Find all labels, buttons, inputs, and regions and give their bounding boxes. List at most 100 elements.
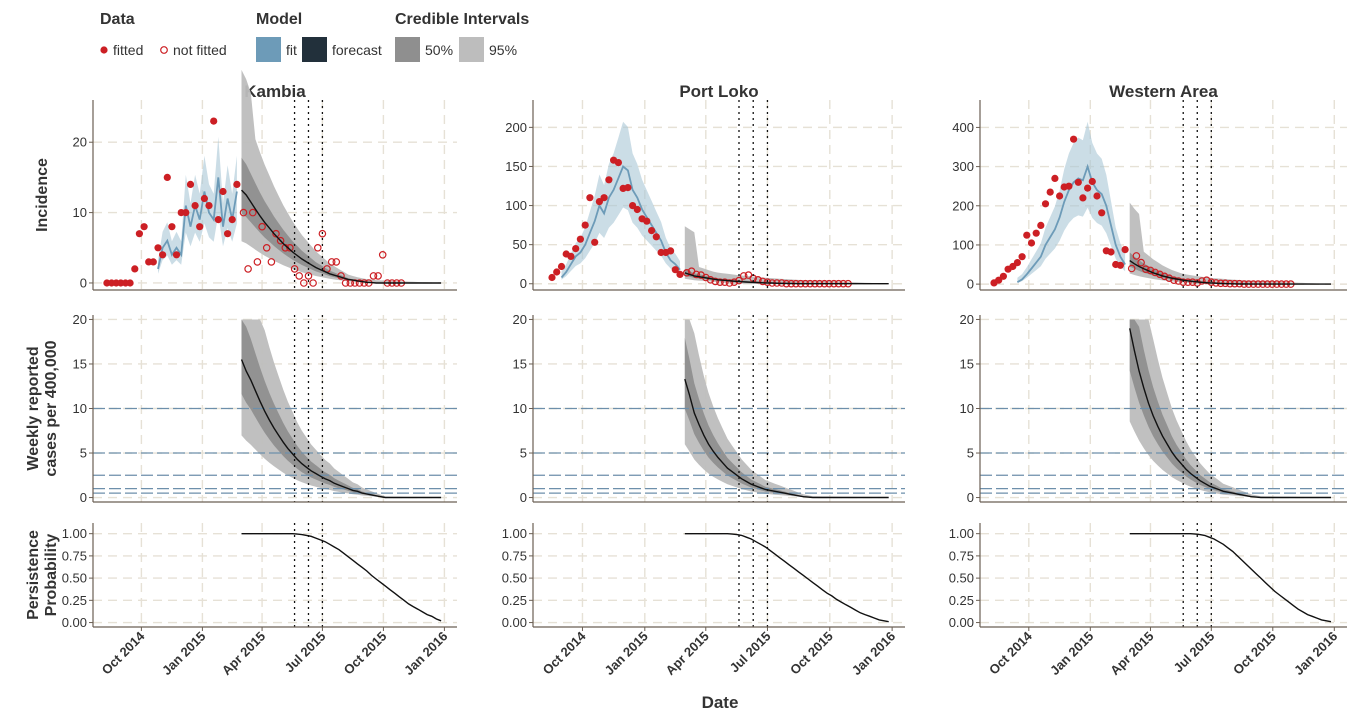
fitted-point [1023,231,1031,239]
fitted-point [1079,194,1087,202]
incidence-subplot: 0 10 20 Incidence [34,69,457,291]
y-tick-label: 0 [80,275,87,290]
ci50-band [241,157,442,283]
not-fitted-point [378,251,387,259]
y-axis-title: Probability [43,534,60,617]
fit-median-line [157,177,238,270]
not-fitted-point [730,278,739,287]
not-fitted-point [1142,265,1150,274]
fitted-point [1098,209,1106,217]
district-title: Port Loko [679,82,758,101]
y-tick-label: 0 [520,276,527,291]
y-axis-title: Weekly reported [25,346,42,470]
legend-ci95-label: 95% [489,42,517,58]
not-fitted-point [716,278,724,287]
forecast-median-line [1129,328,1331,499]
fitted-point [586,194,594,202]
fitted-point [1065,182,1073,190]
not-fitted-point [355,279,364,287]
x-tick-label: Jan 2015 [601,629,650,678]
y-tick-label: 0.00 [949,615,974,630]
fitted-point [182,209,190,217]
forecast-median-line [1129,260,1331,285]
fitted-point [553,268,561,276]
not-fitted-point [309,279,317,287]
not-fitted-point [725,279,734,287]
fitted-point [1121,246,1129,254]
fitted-point [614,159,623,167]
legend-fit-label: fit [286,42,297,58]
not-fitted-point [239,208,248,217]
fitted-point [1046,188,1054,196]
x-tick-label: Oct 2015 [787,629,836,678]
x-tick-label: Jan 2015 [1047,629,1096,678]
fitted-point [1093,192,1101,200]
legend: Data fitted not fitted Model fit forecas… [100,11,529,62]
fitted-point [1027,239,1036,247]
x-tick-label: Apr 2015 [1107,629,1156,678]
x-tick-label: Apr 2015 [662,629,711,678]
not-fitted-point [341,279,350,287]
fitted-point [1041,200,1050,208]
x-tick-label: Oct 2014 [540,628,589,677]
not-fitted-point [720,278,729,287]
district-panel-3: Western Area 0 100 200 300 400 0 5 10 15 20 0.00 0.2… [949,82,1347,678]
fitted-point [1070,135,1078,143]
fitted-point [1037,221,1045,229]
fitted-point [186,180,195,188]
not-fitted-point [244,265,252,273]
legend-forecast-label: forecast [332,42,382,58]
legend-ci95-swatch [459,37,484,62]
y-tick-label: 20 [960,312,974,327]
fitted-point [154,244,162,252]
y-tick-label: 10 [73,205,87,220]
not-fitted-point [318,229,327,238]
not-fitted-point [286,244,294,252]
fitted-point [196,223,204,231]
fitted-point [576,235,585,243]
not-fitted-point [369,272,378,280]
not-fitted-point [1137,258,1145,267]
y-tick-label: 0 [967,277,974,292]
persistence-subplot: 0.00 0.25 0.50 0.75 1.00 Persistence Probabili… [25,523,457,630]
plot-grid: Kambia 0 10 20 Incidence 0 5 10 15 20 Weekly repor… [25,69,1347,678]
legend-fitted-marker [100,46,108,54]
forecast-median-line [684,378,889,499]
fitted-point [214,216,222,224]
fitted-point [1013,259,1022,267]
legend-ci50-swatch [395,37,420,62]
y-tick-label: 200 [952,198,974,213]
not-fitted-point [327,258,336,266]
forecast-median-line [684,272,889,285]
legend-model-title: Model [256,11,302,28]
y-tick-label: 300 [952,159,974,174]
district-panel-1: Kambia 0 10 20 Incidence 0 5 10 15 20 Weekly repor… [25,69,457,678]
fitted-point [168,223,176,231]
y-axis-title: Incidence [34,158,51,232]
legend-not-fitted-marker [160,46,168,54]
incidence-subplot: 0 50 100 150 200 [505,100,905,291]
fit-credible-band [561,121,680,280]
fitted-point [652,233,660,241]
fitted-point [600,194,608,202]
fitted-point [210,117,218,125]
x-tick-label: Jan 2016 [849,629,898,678]
not-fitted-point [313,244,322,252]
legend-ci-title: Credible Intervals [395,11,529,28]
not-fitted-point [299,279,308,287]
y-tick-label: 20 [73,312,87,327]
fitted-point [567,252,575,260]
not-fitted-point [253,258,262,266]
forecast-median-line [1129,533,1332,623]
fitted-point [1032,229,1040,237]
not-fitted-point [249,208,257,217]
fitted-point [648,227,656,235]
not-fitted-point [1132,252,1141,260]
y-tick-label: 100 [952,237,974,252]
not-fitted-point [682,268,691,277]
fitted-point [667,247,675,255]
y-tick-label: 100 [505,198,527,213]
fitted-point [233,180,241,188]
x-tick-label: Jan 2015 [159,629,208,678]
y-tick-label: 0 [967,490,974,505]
